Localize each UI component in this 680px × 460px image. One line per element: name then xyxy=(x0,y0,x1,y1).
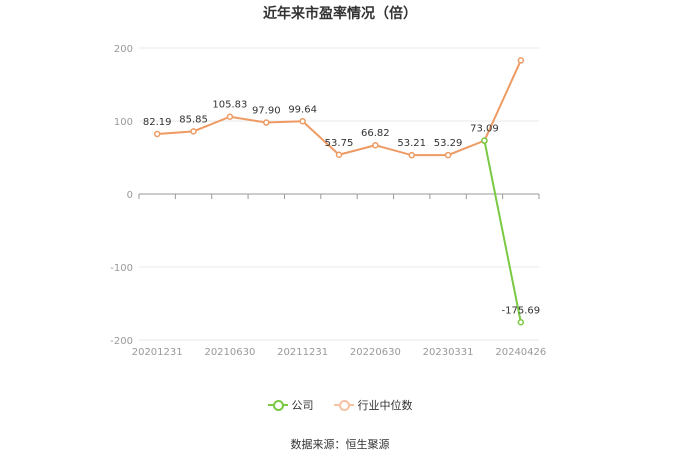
legend-swatch-industry-icon xyxy=(333,400,354,411)
y-tick-label: 0 xyxy=(127,190,133,201)
series-lines xyxy=(153,57,525,326)
point-industry xyxy=(444,151,452,159)
point-industry xyxy=(153,130,161,138)
data-label: 53.21 xyxy=(397,138,426,149)
gridlines xyxy=(139,47,539,341)
data-label: 53.29 xyxy=(434,138,463,149)
data-label: 97.90 xyxy=(252,106,281,117)
data-label: 82.19 xyxy=(143,117,172,128)
point-company xyxy=(517,319,525,326)
series-line-company xyxy=(483,140,522,323)
point-industry xyxy=(226,113,234,120)
point-company xyxy=(481,137,488,144)
x-tick-label: 20211231 xyxy=(277,347,328,358)
legend-item-industry[interactable]: 行业中位数 xyxy=(333,397,413,413)
data-label: 66.82 xyxy=(361,128,390,139)
x-tick-label: 20240426 xyxy=(495,347,546,358)
x-tick-label: 20220630 xyxy=(350,347,401,358)
x-axis: 20201231 20210630 20211231 20220630 20230331… xyxy=(132,194,546,358)
y-tick-label: -200 xyxy=(110,336,133,347)
data-label: 85.85 xyxy=(179,114,208,125)
chart-title: 近年来市盈率情况（倍） xyxy=(263,6,417,22)
point-industry xyxy=(299,118,306,125)
point-industry xyxy=(190,128,197,135)
legend: 公司 行业中位数 xyxy=(0,397,680,413)
data-source: 数据来源：恒生聚源 xyxy=(290,438,390,451)
point-industry xyxy=(372,141,379,149)
data-label: 105.83 xyxy=(212,100,247,111)
y-axis-ticks: 200 100 0 -100 -200 xyxy=(110,44,133,347)
x-tick-label: 20201231 xyxy=(132,347,183,358)
x-tick-label: 20230331 xyxy=(423,347,474,358)
data-label: 53.75 xyxy=(325,138,354,149)
legend-swatch-company-icon xyxy=(267,400,288,411)
data-label: 73.09 xyxy=(470,124,499,135)
data-label: -175.69 xyxy=(502,305,541,316)
legend-label-industry: 行业中位数 xyxy=(357,399,413,412)
data-label: 99.64 xyxy=(288,104,317,115)
legend-label-company: 公司 xyxy=(291,399,314,412)
point-industry xyxy=(263,119,270,126)
y-tick-label: 200 xyxy=(114,44,133,55)
point-industry xyxy=(408,151,415,159)
y-tick-label: -100 xyxy=(110,263,133,274)
y-tick-label: 100 xyxy=(114,117,133,128)
point-industry xyxy=(335,151,343,159)
legend-item-company[interactable]: 公司 xyxy=(267,397,314,413)
data-labels: 82.19 85.85 105.83 97.90 99.64 53.75 66.82 53.2… xyxy=(143,100,540,317)
point-industry xyxy=(517,57,525,64)
x-tick-label: 20210630 xyxy=(204,347,255,358)
